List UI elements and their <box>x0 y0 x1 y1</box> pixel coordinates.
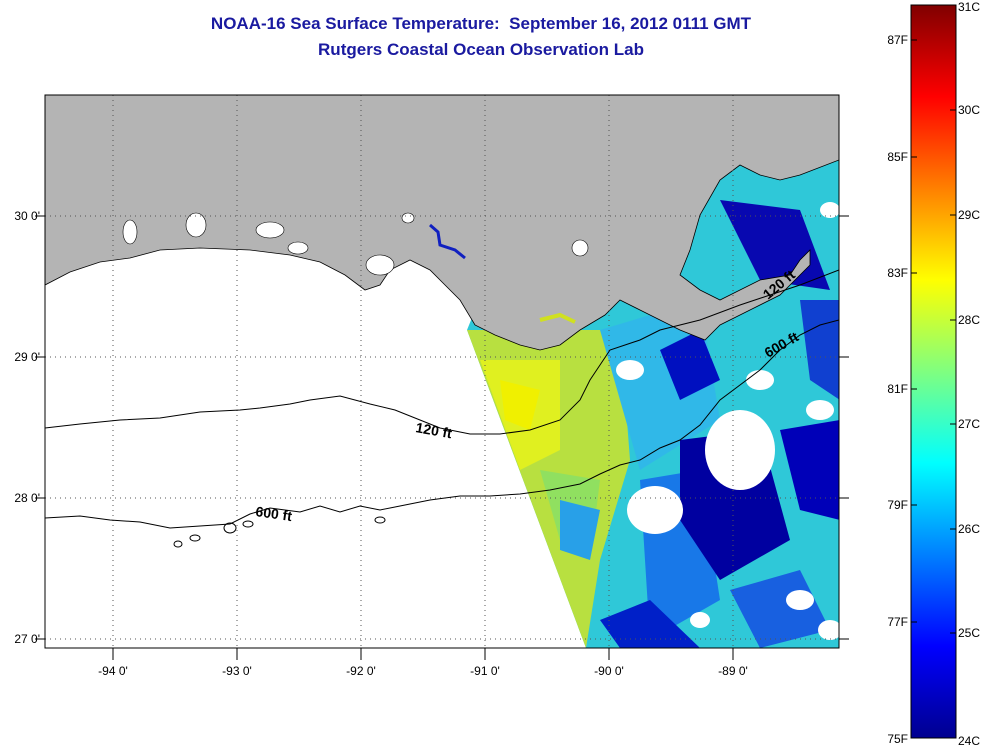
colorbar-c-label: 29C <box>958 208 981 222</box>
contour-label-600ft-west: 600 ft <box>255 503 294 524</box>
colorbar-f-label: 75F <box>887 732 908 746</box>
lat-label: 28 0' <box>14 491 40 505</box>
colorbar-f-label: 87F <box>887 33 908 47</box>
colorbar-c-label: 24C <box>958 734 981 748</box>
lon-label: -90 0' <box>594 664 624 678</box>
colorbar-c-label: 26C <box>958 522 981 536</box>
colorbar <box>910 4 957 739</box>
lon-label: -93 0' <box>222 664 252 678</box>
colorbar-f-label: 81F <box>887 382 908 396</box>
colorbar-f-label: 83F <box>887 266 908 280</box>
colorbar-c-label: 28C <box>958 313 981 327</box>
colorbar-c-label: 31C <box>958 0 981 14</box>
land-mass <box>45 95 839 351</box>
contour-600ft <box>45 319 839 548</box>
axis-ticks <box>35 215 849 660</box>
map-subtitle: Rutgers Coastal Ocean Observation Lab <box>318 40 644 59</box>
lat-label: 27 0' <box>14 632 40 646</box>
colorbar-c-label: 25C <box>958 626 981 640</box>
lat-label: 30 0' <box>14 209 40 223</box>
lon-label: -92 0' <box>346 664 376 678</box>
lon-label: -89 0' <box>718 664 748 678</box>
colorbar-f-label: 85F <box>887 150 908 164</box>
colorbar-f-label: 79F <box>887 498 908 512</box>
colorbar-c-label: 27C <box>958 417 981 431</box>
lat-label: 29 0' <box>14 350 40 364</box>
lon-label: -91 0' <box>470 664 500 678</box>
colorbar-ticks <box>911 39 956 634</box>
colorbar-c-label: 30C <box>958 103 981 117</box>
contour-120ft <box>45 269 839 435</box>
map-title: NOAA-16 Sea Surface Temperature: Septemb… <box>210 14 752 33</box>
contour-label-120ft-west: 120 ft <box>414 419 453 441</box>
colorbar-f-label: 77F <box>887 615 908 629</box>
lat-lon-grid <box>45 95 839 648</box>
lon-label: -94 0' <box>98 664 128 678</box>
